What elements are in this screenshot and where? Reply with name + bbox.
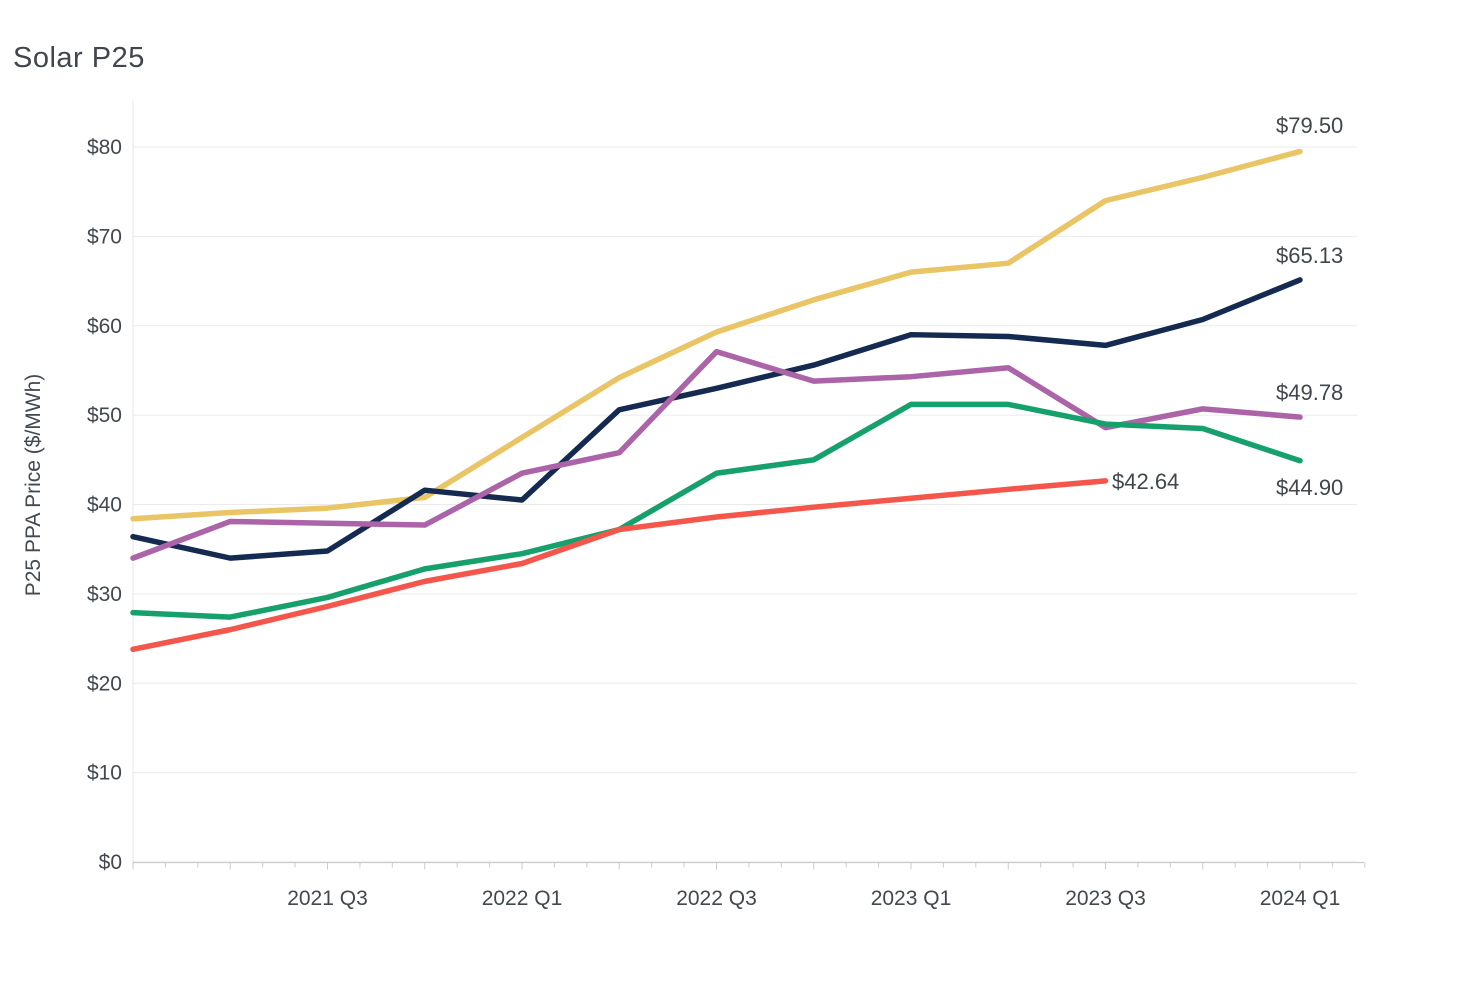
y-tick-label: $50 [87,404,122,427]
x-tick-label: 2022 Q3 [676,887,757,910]
y-tick-label: $20 [87,672,122,695]
y-tick-label: $60 [87,315,122,338]
navy-line-value-label: $65.13 [1276,243,1343,268]
chart-title: Solar P25 [13,42,145,74]
y-tick-label: $40 [87,494,122,517]
navy-line [130,277,1303,561]
red-line-value-label: $42.64 [1112,469,1179,494]
green-line-value-label: $44.90 [1276,475,1343,500]
x-tick-label: 2021 Q3 [287,887,368,910]
y-axis-title: P25 PPA Price ($/MWh) [22,374,45,597]
red-line [130,478,1109,653]
purple-line [130,348,1303,561]
x-tick-label: 2023 Q3 [1065,887,1146,910]
purple-line-value-label: $49.78 [1276,380,1343,405]
y-tick-label: $80 [87,136,122,159]
green-line [130,401,1303,620]
y-tick-label: $10 [87,762,122,785]
y-tick-label: $30 [87,583,122,606]
x-tick-label: 2023 Q1 [871,887,952,910]
x-tick-label: 2024 Q1 [1260,887,1341,910]
y-tick-label: $0 [99,851,122,874]
gold-line [130,148,1303,522]
gold-line-value-label: $79.50 [1276,113,1343,138]
x-tick-label: 2022 Q1 [482,887,563,910]
y-tick-label: $70 [87,225,122,248]
